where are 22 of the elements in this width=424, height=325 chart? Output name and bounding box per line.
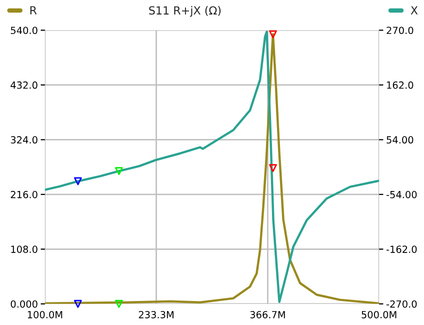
y-tick-label: 324.0 bbox=[10, 136, 38, 144]
y2-tick-label: 270.0 bbox=[386, 26, 414, 34]
y2-tick-label: 162.0 bbox=[387, 81, 414, 89]
point bbox=[74, 177, 82, 186]
y-tick-label: 0.000 bbox=[10, 300, 38, 308]
y2-tick-label: 54.00 bbox=[386, 136, 414, 144]
chart-title: S11 R+jX (Ω) bbox=[149, 6, 221, 17]
legend-label: R bbox=[30, 6, 37, 14]
x-tick-label: 500.0M bbox=[362, 310, 396, 318]
y2-tick-label: -54.00 bbox=[386, 190, 417, 198]
y-tick-label: 216.0 bbox=[10, 190, 38, 198]
legend-label: X bbox=[410, 6, 418, 14]
x-tick-label: 100.0M bbox=[28, 310, 62, 318]
point bbox=[115, 167, 123, 176]
y-tick-label: 432.0 bbox=[10, 81, 38, 89]
x-tick-label: 366.7M bbox=[250, 310, 285, 318]
y-tick-label: 540.0 bbox=[10, 26, 38, 34]
point bbox=[269, 164, 277, 172]
y-tick-label: 108.0 bbox=[11, 246, 38, 253]
x-tick-label: 233.3M bbox=[138, 310, 174, 318]
y2-tick-label: -270.0 bbox=[386, 300, 417, 308]
y2-tick-label: -162.0 bbox=[386, 246, 417, 253]
